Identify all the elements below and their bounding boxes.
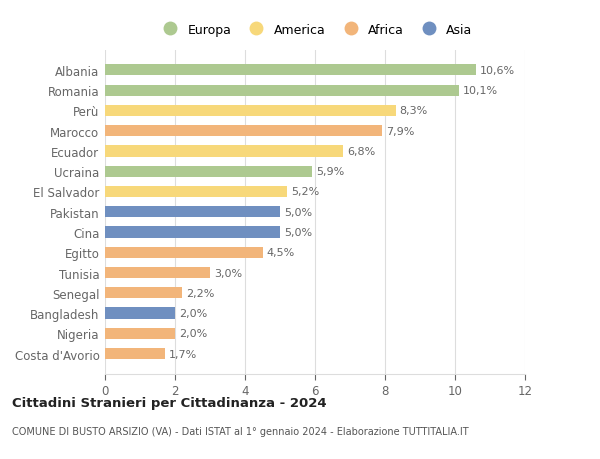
Bar xyxy=(105,146,343,157)
Legend: Europa, America, Africa, Asia: Europa, America, Africa, Asia xyxy=(155,21,475,39)
Bar xyxy=(105,227,280,238)
Text: COMUNE DI BUSTO ARSIZIO (VA) - Dati ISTAT al 1° gennaio 2024 - Elaborazione TUTT: COMUNE DI BUSTO ARSIZIO (VA) - Dati ISTA… xyxy=(12,426,469,436)
Bar xyxy=(105,308,175,319)
Text: 5,0%: 5,0% xyxy=(284,228,313,237)
Bar xyxy=(105,166,311,178)
Text: 5,9%: 5,9% xyxy=(316,167,344,177)
Text: 1,7%: 1,7% xyxy=(169,349,197,359)
Text: 10,6%: 10,6% xyxy=(480,66,515,76)
Bar xyxy=(105,207,280,218)
Bar xyxy=(105,288,182,299)
Text: 4,5%: 4,5% xyxy=(267,248,295,257)
Bar xyxy=(105,328,175,339)
Bar xyxy=(105,247,263,258)
Text: 6,8%: 6,8% xyxy=(347,146,376,157)
Bar xyxy=(105,65,476,76)
Text: 5,2%: 5,2% xyxy=(291,187,319,197)
Bar xyxy=(105,106,395,117)
Text: 8,3%: 8,3% xyxy=(400,106,428,116)
Text: 7,9%: 7,9% xyxy=(386,126,414,136)
Bar xyxy=(105,85,458,96)
Text: 5,0%: 5,0% xyxy=(284,207,313,217)
Text: 10,1%: 10,1% xyxy=(463,86,498,96)
Bar xyxy=(105,126,382,137)
Text: 2,0%: 2,0% xyxy=(179,308,208,319)
Bar xyxy=(105,268,210,279)
Bar xyxy=(105,186,287,198)
Text: 3,0%: 3,0% xyxy=(214,268,242,278)
Bar xyxy=(105,348,164,359)
Text: Cittadini Stranieri per Cittadinanza - 2024: Cittadini Stranieri per Cittadinanza - 2… xyxy=(12,396,326,409)
Text: 2,0%: 2,0% xyxy=(179,329,208,339)
Text: 2,2%: 2,2% xyxy=(186,288,215,298)
